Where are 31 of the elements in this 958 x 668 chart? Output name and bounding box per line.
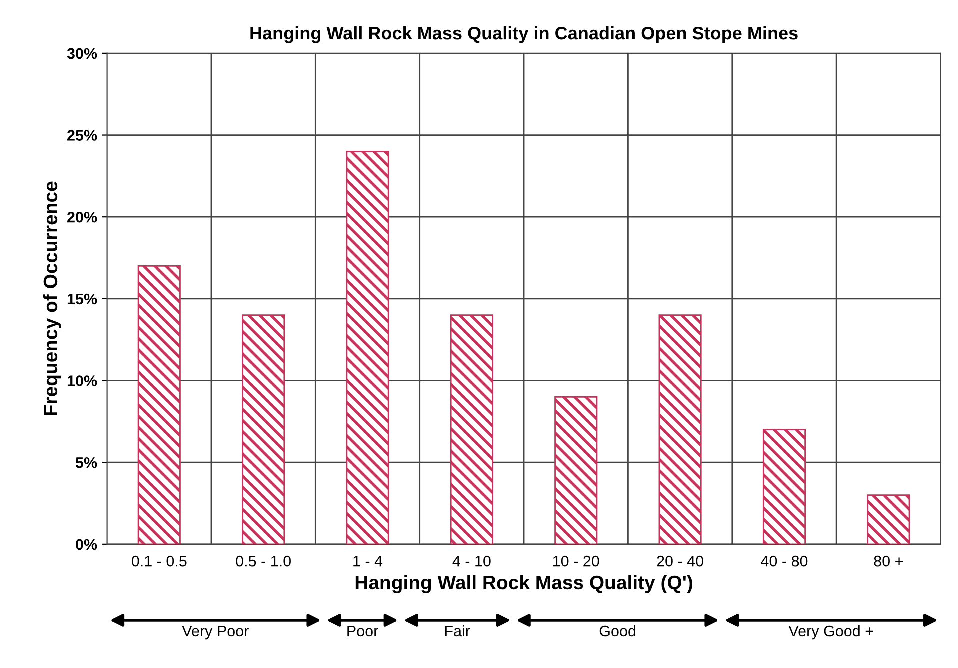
y-tick-label: 10%	[68, 376, 98, 386]
x-tick-label: 40 - 80	[761, 556, 808, 567]
bar	[138, 266, 181, 544]
bar	[450, 314, 494, 544]
text: Very Good +	[788, 625, 874, 640]
chart-title: Hanging Wall Rock Mass Quality in Canadian Open Stope Mines	[250, 26, 798, 44]
bar	[554, 396, 598, 544]
bar	[242, 314, 286, 544]
bar	[867, 494, 910, 544]
y-tick-label: 25%	[68, 130, 98, 141]
y-tick-label: 0%	[76, 539, 98, 550]
text: Very Poor	[182, 626, 249, 640]
y-tick-label: 30%	[67, 48, 98, 60]
x-tick-label: 20 - 40	[657, 556, 704, 567]
bar	[658, 314, 702, 544]
x-tick-label: 0.5 - 1.0	[236, 556, 291, 567]
y-axis-title: Frequency of Occurrence	[43, 182, 62, 416]
x-tick-label: 1 - 4	[354, 556, 383, 567]
x-tick-label: 80 +	[874, 556, 903, 567]
text: Good	[600, 625, 636, 637]
bar	[346, 150, 390, 544]
y-tick-label: 20%	[68, 212, 98, 223]
text: Poor	[348, 626, 378, 637]
bar	[762, 429, 806, 544]
y-tick-label: 5%	[76, 457, 98, 468]
text: Fair	[445, 625, 470, 637]
y-tick-label: 15%	[68, 294, 98, 305]
x-tick-label: 10 - 20	[554, 556, 600, 567]
x-axis-title: Hanging Wall Rock Mass Quality (Q')	[356, 575, 692, 594]
x-tick-label: 4 - 10	[452, 556, 491, 567]
x-tick-label: 0.1 - 0.5	[132, 556, 187, 567]
